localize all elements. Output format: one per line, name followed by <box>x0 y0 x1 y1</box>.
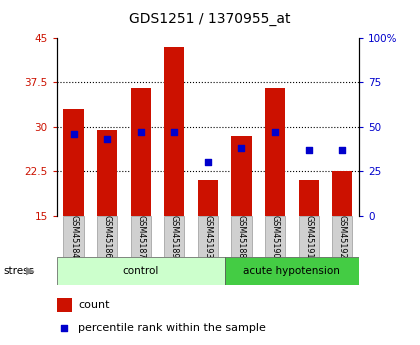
Point <box>104 137 110 142</box>
Text: GSM45189: GSM45189 <box>170 215 179 258</box>
Point <box>205 159 211 165</box>
Text: GSM45193: GSM45193 <box>203 215 213 258</box>
Text: GSM45184: GSM45184 <box>69 215 78 258</box>
Bar <box>198 180 218 216</box>
Text: stress: stress <box>3 266 34 276</box>
Bar <box>231 216 252 257</box>
Bar <box>225 257 359 285</box>
Point <box>339 147 346 152</box>
Text: control: control <box>123 266 159 276</box>
Bar <box>97 216 117 257</box>
Bar <box>57 298 72 312</box>
Text: percentile rank within the sample: percentile rank within the sample <box>79 323 266 333</box>
Bar <box>57 257 225 285</box>
Point <box>70 131 77 137</box>
Text: GSM45190: GSM45190 <box>270 215 280 258</box>
Point <box>171 129 178 135</box>
Point <box>137 129 144 135</box>
Bar <box>63 216 84 257</box>
Point <box>272 129 278 135</box>
Text: GSM45192: GSM45192 <box>338 215 347 258</box>
Bar <box>164 216 184 257</box>
Bar <box>198 216 218 257</box>
Text: GSM45187: GSM45187 <box>136 215 145 258</box>
Point <box>238 145 245 151</box>
Bar <box>131 88 151 216</box>
Point <box>61 325 68 331</box>
Bar <box>97 130 117 216</box>
Text: count: count <box>79 300 110 310</box>
Bar <box>131 216 151 257</box>
Bar <box>332 216 352 257</box>
Bar <box>332 171 352 216</box>
Text: GDS1251 / 1370955_at: GDS1251 / 1370955_at <box>129 12 291 26</box>
Text: acute hypotension: acute hypotension <box>244 266 340 276</box>
Bar <box>265 216 285 257</box>
Bar <box>299 216 319 257</box>
Bar <box>63 109 84 216</box>
Text: GSM45186: GSM45186 <box>102 215 112 258</box>
Text: ▶: ▶ <box>26 266 35 276</box>
Bar <box>299 180 319 216</box>
Text: GSM45191: GSM45191 <box>304 215 313 258</box>
Bar <box>265 88 285 216</box>
Point <box>305 147 312 152</box>
Bar <box>164 47 184 216</box>
Text: GSM45188: GSM45188 <box>237 215 246 258</box>
Bar <box>231 136 252 216</box>
